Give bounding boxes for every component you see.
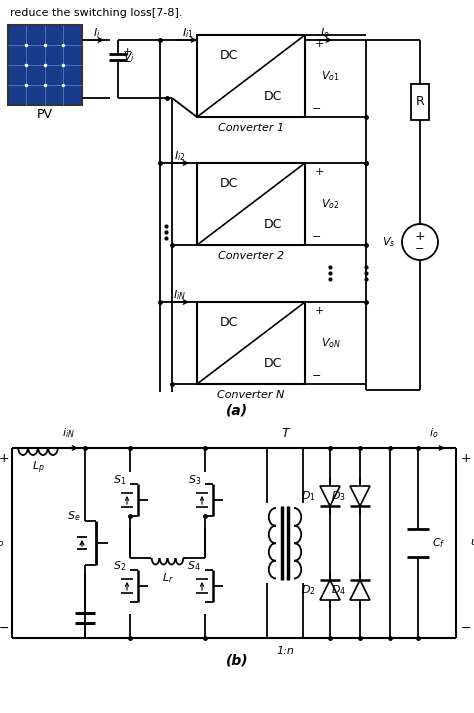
Text: $D_4$: $D_4$ [331, 583, 346, 597]
Text: $D_2$: $D_2$ [301, 583, 316, 597]
Bar [197, 163, 305, 245]
Text: +: + [415, 230, 425, 244]
Text: $u_{eN}$: $u_{eN}$ [470, 537, 474, 549]
Text: $S_1$: $S_1$ [113, 473, 126, 487]
Text: R: R [416, 95, 424, 108]
Bar [197, 302, 305, 384]
Text: $V_{oN}$: $V_{oN}$ [321, 336, 341, 350]
Text: $V_i$: $V_i$ [123, 50, 135, 64]
Text: $L_r$: $L_r$ [162, 571, 173, 585]
Text: +: + [0, 451, 9, 464]
Bar [8, 25, 82, 105]
Circle shape [402, 224, 438, 260]
Text: (a): (a) [226, 403, 248, 417]
Text: $I_i$: $I_i$ [93, 26, 100, 40]
Text: +: + [314, 39, 324, 49]
Text: $D_1$: $D_1$ [301, 489, 316, 503]
Text: +: + [461, 451, 471, 464]
Text: DC: DC [220, 177, 238, 190]
Text: $I_{i2}$: $I_{i2}$ [174, 149, 186, 163]
Text: +: + [123, 47, 132, 57]
Text: −: − [312, 371, 322, 381]
Text: $V_{o2}$: $V_{o2}$ [321, 197, 339, 211]
Text: $L_p$: $L_p$ [32, 460, 45, 476]
Text: −: − [312, 104, 322, 114]
Text: T: T [281, 427, 289, 440]
Text: Converter N: Converter N [217, 390, 285, 400]
Text: $i_{iN}$: $i_{iN}$ [62, 426, 74, 440]
Text: Converter 1: Converter 1 [218, 123, 284, 133]
Text: −: − [415, 244, 425, 254]
Text: −: − [312, 232, 322, 242]
Text: 1:n: 1:n [276, 646, 294, 656]
Text: DC: DC [264, 357, 282, 370]
Text: $I_{i1}$: $I_{i1}$ [182, 26, 194, 40]
Text: DC: DC [264, 90, 282, 103]
Text: $I_o$: $I_o$ [320, 26, 330, 40]
Text: −: − [461, 622, 471, 635]
Text: −: − [0, 622, 9, 635]
Bar [411, 83, 429, 120]
Text: $D_3$: $D_3$ [331, 489, 346, 503]
Text: −: − [123, 57, 132, 67]
Text: (b): (b) [226, 653, 248, 667]
Text: $S_4$: $S_4$ [187, 559, 201, 573]
Bar [197, 35, 305, 117]
Text: DC: DC [220, 316, 238, 329]
Text: +: + [314, 306, 324, 316]
Text: +: + [314, 167, 324, 177]
Text: $i_o$: $i_o$ [429, 426, 439, 440]
Text: $S_e$: $S_e$ [66, 509, 80, 523]
Text: Converter 2: Converter 2 [218, 251, 284, 261]
Text: $u_p$: $u_p$ [0, 535, 6, 550]
Text: PV: PV [37, 108, 53, 121]
Text: $S_3$: $S_3$ [188, 473, 201, 487]
Text: $I_{iN}$: $I_{iN}$ [173, 288, 187, 302]
Text: DC: DC [220, 49, 238, 62]
Text: $S_2$: $S_2$ [113, 559, 126, 573]
Text: $V_s$: $V_s$ [382, 235, 395, 249]
Text: $V_{o1}$: $V_{o1}$ [321, 69, 339, 83]
Text: DC: DC [264, 218, 282, 231]
Text: reduce the switching loss[7-8].: reduce the switching loss[7-8]. [10, 8, 182, 18]
Text: $C_f$: $C_f$ [432, 536, 446, 550]
